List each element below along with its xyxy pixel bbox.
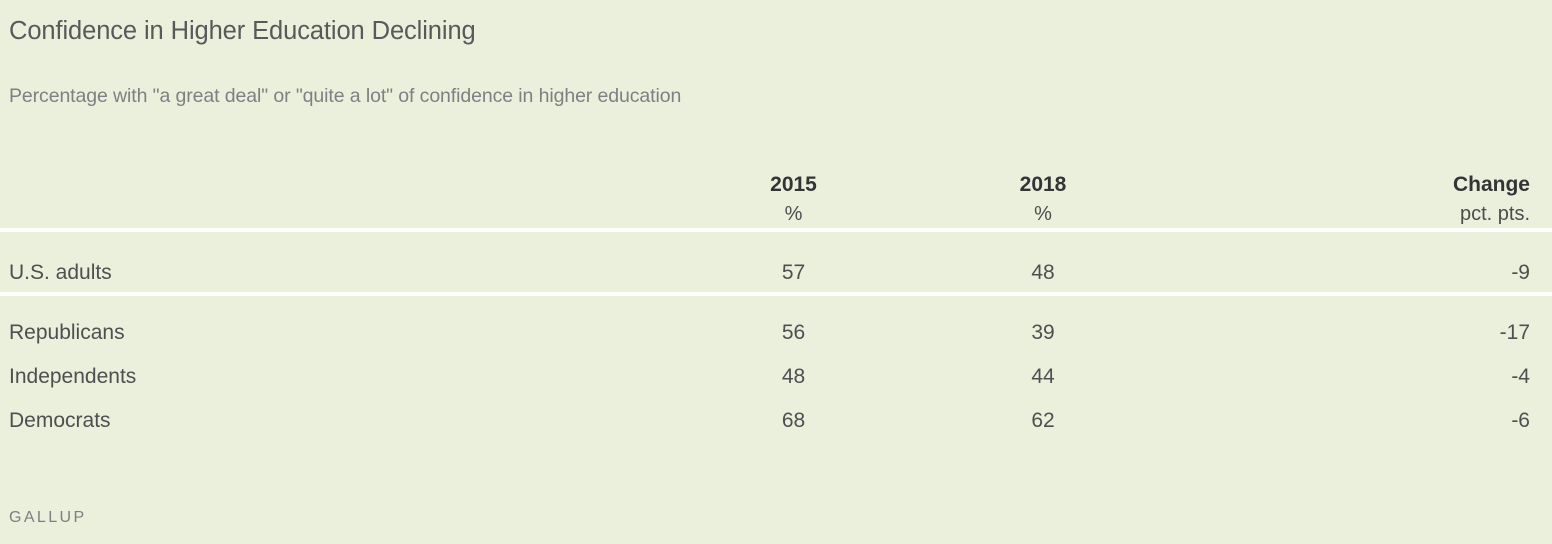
- table-row: Republicans 56 39 -17: [0, 296, 1552, 344]
- gallup-wordmark: GALLUP: [9, 509, 87, 526]
- table-row: Democrats 68 62 -6: [0, 384, 1552, 432]
- row-label-republicans: Republicans: [9, 321, 125, 344]
- cell-us-adults-change: -9: [1511, 261, 1530, 284]
- units-cell-change: pct. pts.: [1459, 203, 1530, 225]
- header-cell-2018: 2018: [1019, 173, 1067, 196]
- data-table: 2015 2018 Change % % pct. pts. U.S. adul…: [0, 150, 1552, 432]
- cell-democrats-change: -6: [1511, 409, 1530, 432]
- table-rule-top: [0, 228, 1552, 232]
- table-units-row: % % pct. pts.: [0, 188, 1552, 228]
- row-label-democrats: Democrats: [9, 409, 111, 432]
- cell-independents-2015: 48: [781, 365, 806, 388]
- cell-democrats-2015: 68: [781, 409, 806, 432]
- row-label-us-adults: U.S. adults: [9, 261, 112, 284]
- cell-independents-2018: 44: [1031, 365, 1055, 388]
- cell-republicans-2015: 56: [781, 321, 806, 344]
- row-label-independents: Independents: [9, 365, 137, 388]
- header-cell-change: Change: [1452, 173, 1530, 196]
- cell-republicans-change: -17: [1499, 321, 1530, 344]
- header-cell-2015: 2015: [770, 173, 817, 196]
- page-subtitle: Percentage with "a great deal" or "quite…: [9, 85, 682, 107]
- page-title: Confidence in Higher Education Declining: [9, 17, 476, 45]
- table-row: Independents 48 44 -4: [0, 340, 1552, 388]
- cell-us-adults-2018: 48: [1031, 261, 1055, 284]
- table-row: U.S. adults 57 48 -9: [0, 232, 1552, 292]
- table-header-row: 2015 2018 Change: [0, 150, 1552, 196]
- table-rule-mid: [0, 292, 1552, 296]
- cell-republicans-2018: 39: [1031, 321, 1055, 344]
- units-cell-2015: %: [784, 203, 803, 225]
- cell-independents-change: -4: [1511, 365, 1530, 388]
- cell-us-adults-2015: 57: [781, 261, 806, 284]
- units-cell-2018: %: [1034, 203, 1052, 225]
- cell-democrats-2018: 62: [1031, 409, 1055, 432]
